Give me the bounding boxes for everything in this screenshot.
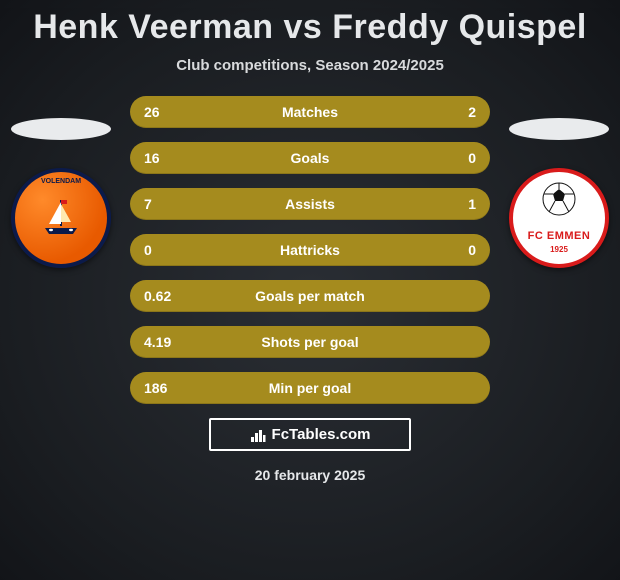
stat-left-value: 0	[144, 242, 184, 258]
stat-left-value: 16	[144, 150, 184, 166]
stat-right-value: 0	[436, 242, 476, 258]
stat-left-value: 186	[144, 380, 184, 396]
stat-left-value: 7	[144, 196, 184, 212]
club-badge-volendam: VOLENDAM	[11, 168, 111, 268]
stat-label: Goals per match	[184, 288, 436, 304]
stat-left-value: 26	[144, 104, 184, 120]
brand-label: FcTables.com	[272, 426, 371, 443]
stat-label: Matches	[184, 104, 436, 120]
page-title: Henk Veerman vs Freddy Quispel	[0, 8, 620, 47]
sailboat-icon	[37, 194, 85, 242]
club-badge-emmen: FC EMMEN 1925	[509, 168, 609, 268]
stats-table: 26Matches216Goals07Assists10Hattricks00.…	[130, 96, 490, 404]
stat-row: 0.62Goals per match	[130, 280, 490, 312]
stat-label: Min per goal	[184, 380, 436, 396]
bar-chart-icon	[250, 427, 266, 443]
date-label: 20 february 2025	[0, 467, 620, 483]
stat-left-value: 0.62	[144, 288, 184, 304]
emmen-badge-year: 1925	[513, 245, 605, 254]
stat-label: Shots per goal	[184, 334, 436, 350]
stat-row: 0Hattricks0	[130, 234, 490, 266]
stat-row: 186Min per goal	[130, 372, 490, 404]
emmen-badge-text: FC EMMEN	[513, 230, 605, 242]
stat-right-value: 1	[436, 196, 476, 212]
stat-row: 4.19Shots per goal	[130, 326, 490, 358]
player-shadow-left	[11, 118, 111, 140]
stat-label: Hattricks	[184, 242, 436, 258]
soccer-ball-icon	[542, 182, 576, 216]
player-shadow-right	[509, 118, 609, 140]
stat-row: 26Matches2	[130, 96, 490, 128]
stat-row: 16Goals0	[130, 142, 490, 174]
stat-right-value: 2	[436, 104, 476, 120]
stat-label: Assists	[184, 196, 436, 212]
stat-label: Goals	[184, 150, 436, 166]
stat-row: 7Assists1	[130, 188, 490, 220]
page-subtitle: Club competitions, Season 2024/2025	[0, 57, 620, 74]
volendam-badge-text: VOLENDAM	[15, 178, 107, 185]
brand-badge[interactable]: FcTables.com	[209, 418, 411, 451]
left-player-column: VOLENDAM	[6, 118, 116, 268]
stat-left-value: 4.19	[144, 334, 184, 350]
stat-right-value: 0	[436, 150, 476, 166]
right-player-column: FC EMMEN 1925	[504, 118, 614, 268]
